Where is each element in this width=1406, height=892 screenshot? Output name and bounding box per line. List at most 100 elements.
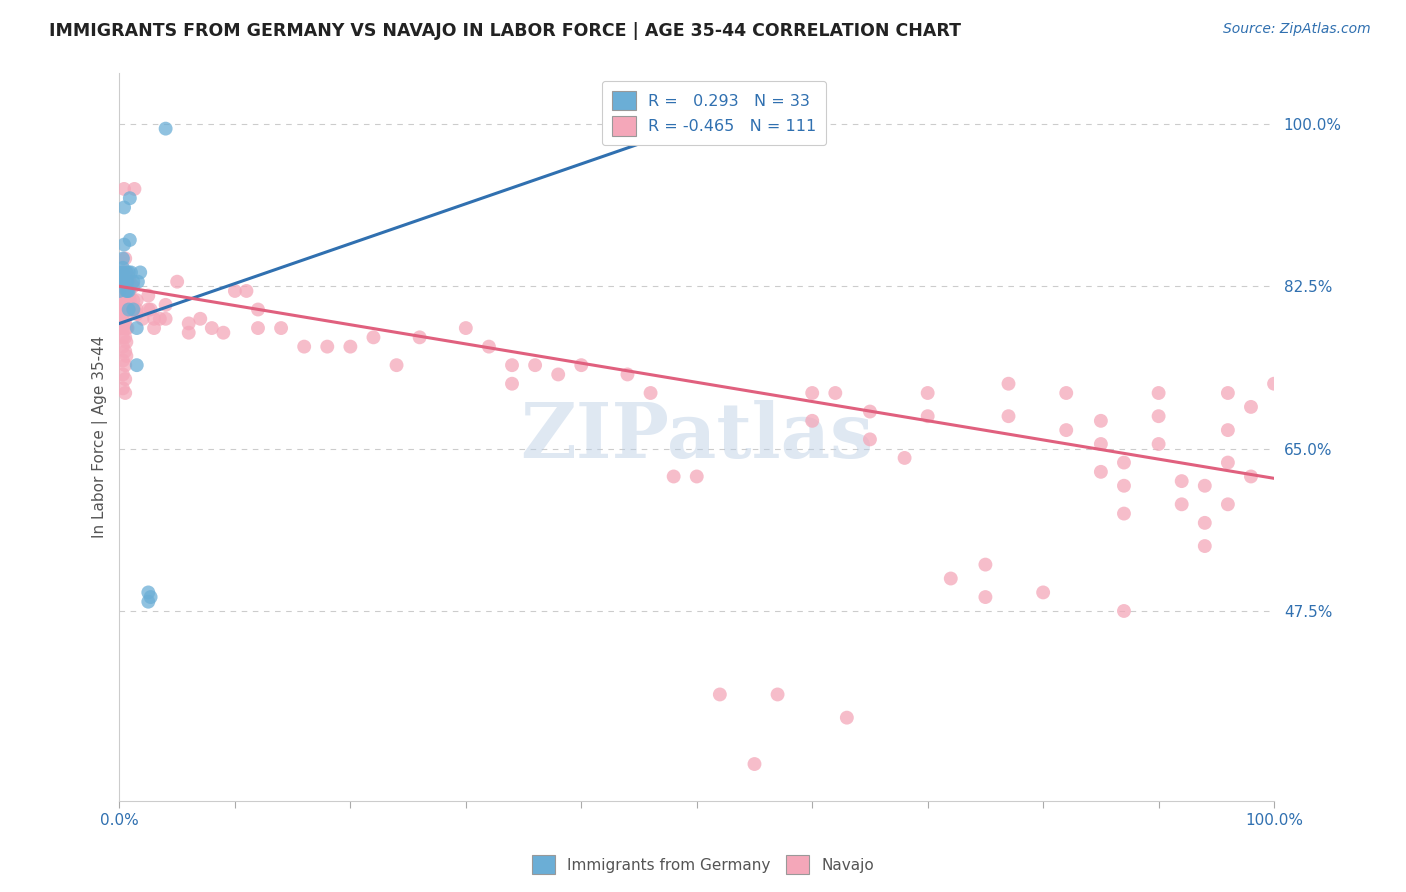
Point [766,688,789,702]
Point [114,317,136,331]
Point [270,321,292,335]
Point [124,302,146,317]
Point [363,330,385,344]
Point [118,191,141,205]
Point [859,433,882,447]
Point [111,368,134,382]
Point [108,279,131,293]
Point [139,590,162,604]
Point [212,326,235,340]
Point [801,414,824,428]
Point [108,284,131,298]
Point [114,386,136,401]
Point [139,302,162,317]
Point [143,321,166,335]
Point [111,252,134,266]
Point [1112,604,1135,618]
Point [177,317,200,331]
Point [547,368,569,382]
Point [115,279,138,293]
Point [1194,516,1216,530]
Point [114,252,136,266]
Point [115,307,138,321]
Point [111,321,134,335]
Point [1090,414,1112,428]
Point [246,302,269,317]
Point [155,121,177,136]
Point [118,288,141,302]
Point [127,275,149,289]
Point [115,334,138,349]
Point [108,302,131,317]
Point [136,585,159,599]
Point [108,293,131,308]
Point [569,358,592,372]
Point [129,265,152,279]
Point [108,311,131,326]
Point [114,372,136,386]
Point [454,321,477,335]
Point [111,270,134,285]
Point [235,284,257,298]
Point [292,340,315,354]
Point [122,275,145,289]
Point [111,265,134,279]
Point [118,233,141,247]
Point [118,284,141,298]
Point [122,302,145,317]
Point [1170,474,1192,488]
Point [111,307,134,321]
Point [1216,456,1239,470]
Point [117,321,139,335]
Point [114,330,136,344]
Point [118,302,141,317]
Point [111,275,134,289]
Point [316,340,339,354]
Point [188,311,211,326]
Point [125,358,148,372]
Point [177,326,200,340]
Point [108,275,131,289]
Point [686,469,709,483]
Point [108,270,131,285]
Point [108,307,131,321]
Point [115,284,138,298]
Point [136,288,159,302]
Point [114,344,136,359]
Text: Source: ZipAtlas.com: Source: ZipAtlas.com [1223,22,1371,37]
Point [339,340,361,354]
Point [1054,423,1077,437]
Point [478,340,501,354]
Point [524,358,547,372]
Point [1194,479,1216,493]
Point [149,311,172,326]
Point [859,404,882,418]
Point [501,358,523,372]
Point [1112,507,1135,521]
Point [108,265,131,279]
Point [125,321,148,335]
Point [111,340,134,354]
Point [201,321,224,335]
Point [1112,479,1135,493]
Point [118,293,141,308]
Legend: Immigrants from Germany, Navajo: Immigrants from Germany, Navajo [526,849,880,880]
Point [124,182,146,196]
Point [115,265,138,279]
Point [136,595,159,609]
Point [1147,437,1170,451]
Point [122,302,145,317]
Point [1216,386,1239,401]
Point [1147,409,1170,424]
Point [616,368,638,382]
Point [117,284,139,298]
Point [824,386,846,401]
Point [108,298,131,312]
Point [125,293,148,308]
Point [501,376,523,391]
Point [114,358,136,372]
Point [115,321,138,335]
Point [1170,497,1192,511]
Point [108,284,131,298]
Legend: R =   0.293   N = 33, R = -0.465   N = 111: R = 0.293 N = 33, R = -0.465 N = 111 [602,81,827,145]
